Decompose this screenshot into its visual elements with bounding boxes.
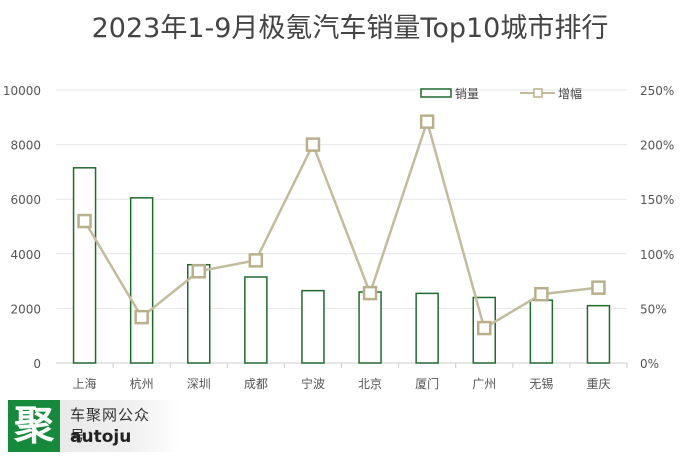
line-growth-marker (477, 320, 492, 336)
x-tick-label: 宁波 (301, 376, 325, 391)
y-right-tick-label: 0% (640, 357, 659, 371)
bar-sales (586, 304, 611, 364)
line-growth-marker (362, 285, 378, 301)
line-growth-marker (419, 114, 435, 129)
y-left-tick-label: 8000 (10, 139, 41, 153)
bar-sales (358, 291, 382, 364)
line-growth-marker (591, 280, 606, 295)
legend-swatch-sales (420, 88, 452, 98)
line-growth-marker (134, 309, 149, 325)
bar-sales (529, 299, 554, 364)
x-tick-label: 无锡 (529, 376, 553, 391)
x-tick-label: 成都 (244, 377, 268, 391)
bar-sales (187, 263, 211, 364)
line-growth-marker (248, 253, 264, 268)
x-tick-label: 厦门 (415, 376, 439, 391)
chart-title: 2023年1-9月极氪汽车销量Top10城市排行 (91, 13, 609, 44)
y-left-tick-label: 2000 (10, 302, 41, 316)
bar-sales (415, 292, 439, 364)
line-growth-marker (191, 264, 206, 279)
y-right-tick-label: 50% (640, 302, 667, 316)
y-right-tick-label: 200% (640, 139, 674, 153)
watermark: 聚 车聚网公众号： autoju (8, 400, 180, 452)
legend-label-sales: 销量 (455, 87, 479, 101)
x-tick-label: 广州 (472, 377, 496, 391)
x-tick-label: 杭州 (130, 376, 154, 391)
legend-marker-growth (533, 88, 543, 98)
x-tick-label: 重庆 (586, 377, 610, 391)
x-tick-label: 北京 (358, 377, 382, 391)
line-growth-marker (77, 213, 92, 229)
y-right-tick-label: 150% (640, 193, 674, 207)
watermark-text: 车聚网公众号： (70, 406, 151, 445)
y-right-tick-label: 100% (640, 248, 674, 262)
line-growth (83, 117, 599, 330)
x-tick-label: 深圳 (187, 377, 211, 391)
bar-sales (301, 289, 325, 364)
y-left-tick-label: 0 (33, 357, 41, 371)
y-right-tick-label: 250% (640, 84, 674, 98)
bar-sales (129, 197, 154, 364)
y-left-tick-label: 4000 (10, 248, 41, 262)
watermark-id: autoju (70, 427, 132, 447)
legend-label-growth: 增幅 (558, 86, 582, 101)
bar-sales (244, 276, 268, 364)
x-tick-label: 上海 (73, 376, 97, 391)
bar-sales (72, 167, 97, 364)
line-growth-marker (534, 286, 549, 302)
y-left-tick-label: 6000 (10, 193, 41, 207)
watermark-logo: 聚 (8, 400, 60, 452)
line-growth-marker (305, 137, 321, 152)
y-left-tick-label: 10000 (3, 84, 41, 98)
